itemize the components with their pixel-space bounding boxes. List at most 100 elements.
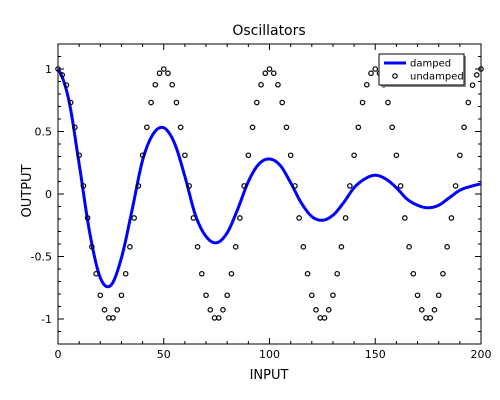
series-layer — [55, 66, 484, 321]
x-tick-label: 0 — [55, 348, 62, 361]
series-marker-undamped — [76, 152, 82, 159]
series-marker-undamped — [114, 307, 121, 313]
y-tick-label: -1 — [41, 313, 52, 326]
series-marker-undamped — [186, 183, 192, 189]
series-marker-undamped — [330, 292, 336, 299]
series-marker-undamped — [334, 270, 340, 277]
series-marker-undamped — [148, 99, 154, 106]
series-marker-undamped — [414, 292, 421, 299]
series-marker-undamped — [372, 66, 379, 72]
series-marker-undamped — [97, 292, 104, 299]
y-tick-label: 1 — [45, 63, 52, 76]
series-marker-undamped — [215, 315, 222, 321]
series-marker-undamped — [144, 124, 150, 131]
series-marker-undamped — [241, 183, 247, 189]
series-marker-undamped — [355, 124, 362, 131]
series-marker-undamped — [127, 244, 133, 250]
series-marker-undamped — [457, 152, 463, 159]
series-marker-undamped — [228, 270, 235, 277]
series-marker-undamped — [342, 215, 349, 221]
series-marker-undamped — [84, 215, 91, 221]
series-marker-undamped — [385, 99, 391, 106]
y-tick-label: 0 — [45, 188, 52, 201]
series-line-damped — [56, 68, 482, 289]
series-marker-undamped — [220, 307, 226, 313]
series-marker-undamped — [287, 152, 294, 159]
series-marker-undamped — [402, 215, 408, 221]
legend-label-undamped: undamped — [410, 72, 464, 83]
series-marker-undamped — [63, 82, 70, 88]
series-marker-undamped — [80, 183, 87, 189]
series-marker-undamped — [258, 81, 264, 88]
series-marker-undamped — [245, 152, 252, 159]
x-tick-label: 50 — [157, 348, 171, 361]
series-marker-undamped — [279, 99, 285, 106]
series-marker-undamped — [410, 270, 417, 277]
series-marker-undamped — [478, 66, 484, 72]
x-axis-label: INPUT — [250, 368, 289, 383]
series-marker-undamped — [55, 66, 61, 72]
series-marker-undamped — [152, 81, 159, 88]
series-marker-undamped — [292, 183, 298, 189]
series-marker-undamped — [72, 124, 78, 131]
series-marker-undamped — [304, 270, 311, 277]
series-marker-undamped — [440, 270, 446, 277]
series-marker-undamped — [338, 244, 345, 250]
series-marker-undamped — [262, 70, 269, 77]
series-marker-undamped — [110, 315, 116, 321]
series-marker-undamped — [473, 72, 480, 78]
series-marker-undamped — [67, 99, 74, 106]
series-marker-undamped — [165, 70, 171, 77]
series-marker-undamped — [465, 99, 472, 106]
legend-swatch-undamped — [392, 73, 398, 79]
series-marker-undamped — [321, 315, 328, 321]
series-marker-undamped — [283, 124, 290, 131]
series-marker-undamped — [173, 99, 180, 106]
series-marker-undamped — [254, 99, 260, 106]
y-tick-label: 0.5 — [35, 126, 53, 139]
series-marker-undamped — [418, 307, 425, 313]
series-marker-undamped — [190, 215, 197, 221]
y-axis-label: OUTPUT — [20, 164, 35, 217]
series-marker-undamped — [469, 82, 476, 88]
series-marker-undamped — [363, 81, 370, 88]
series-marker-undamped — [89, 244, 95, 250]
series-marker-undamped — [237, 215, 243, 221]
series-marker-undamped — [122, 270, 129, 277]
series-marker-undamped — [325, 307, 332, 313]
series-marker-undamped — [300, 244, 307, 250]
series-marker-undamped — [156, 70, 163, 77]
series-marker-undamped — [431, 307, 438, 313]
series-marker-undamped — [308, 292, 315, 299]
series-marker-undamped — [118, 292, 125, 299]
series-marker-undamped — [177, 124, 184, 131]
series-marker-undamped — [435, 292, 442, 299]
series-marker-undamped — [194, 244, 201, 250]
chart-title: Oscillators — [232, 23, 305, 39]
series-marker-undamped — [347, 183, 353, 189]
series-marker-undamped — [397, 183, 404, 189]
tick-layer: 0 50 100 150 200 -1 -0.5 0 0.5 1 — [31, 44, 492, 361]
series-marker-undamped — [427, 315, 434, 321]
series-marker-undamped — [448, 215, 455, 221]
series-marker-undamped — [359, 99, 366, 106]
series-marker-undamped — [389, 124, 395, 131]
series-marker-undamped — [93, 270, 99, 277]
series-marker-undamped — [461, 124, 467, 131]
series-marker-undamped — [207, 307, 214, 313]
series-marker-undamped — [266, 66, 273, 72]
series-marker-undamped — [59, 72, 66, 78]
series-marker-undamped — [270, 70, 277, 77]
series-marker-undamped — [139, 152, 146, 159]
series-marker-undamped — [452, 183, 459, 189]
legend-label-damped: damped — [410, 59, 451, 70]
series-marker-undamped — [296, 215, 302, 221]
series-marker-undamped — [160, 66, 167, 72]
series-marker-undamped — [275, 81, 281, 88]
series-marker-undamped — [199, 270, 205, 277]
series-marker-undamped — [444, 244, 450, 250]
x-tick-label: 200 — [471, 348, 492, 361]
x-tick-label: 150 — [365, 348, 386, 361]
series-marker-undamped — [249, 124, 256, 131]
series-marker-undamped — [101, 307, 108, 313]
